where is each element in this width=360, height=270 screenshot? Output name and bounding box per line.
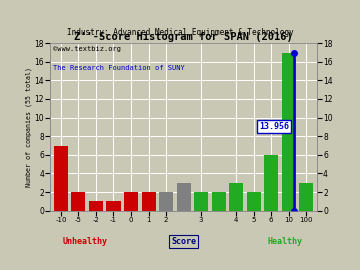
Text: Unhealthy: Unhealthy <box>63 237 108 246</box>
Bar <box>229 183 243 211</box>
Text: ©www.textbiz.org: ©www.textbiz.org <box>53 46 121 52</box>
Bar <box>54 146 68 211</box>
Title: Z''-Score Histogram for SPAN (2016): Z''-Score Histogram for SPAN (2016) <box>74 32 293 42</box>
Bar <box>124 192 138 211</box>
Bar <box>107 201 121 211</box>
Bar <box>71 192 85 211</box>
Bar <box>212 192 226 211</box>
Bar <box>141 192 156 211</box>
Bar <box>264 155 278 211</box>
Y-axis label: Number of companies (55 total): Number of companies (55 total) <box>25 67 32 187</box>
Text: Healthy: Healthy <box>267 237 302 246</box>
Bar <box>159 192 173 211</box>
Bar <box>282 52 296 211</box>
Bar <box>299 183 313 211</box>
Text: Industry: Advanced Medical Equipment & Technology: Industry: Advanced Medical Equipment & T… <box>67 28 293 37</box>
Text: The Research Foundation of SUNY: The Research Foundation of SUNY <box>53 65 185 71</box>
Text: Score: Score <box>171 237 196 246</box>
Text: 13.956: 13.956 <box>259 122 289 131</box>
Bar <box>194 192 208 211</box>
Bar <box>89 201 103 211</box>
Bar <box>177 183 190 211</box>
Bar <box>247 192 261 211</box>
